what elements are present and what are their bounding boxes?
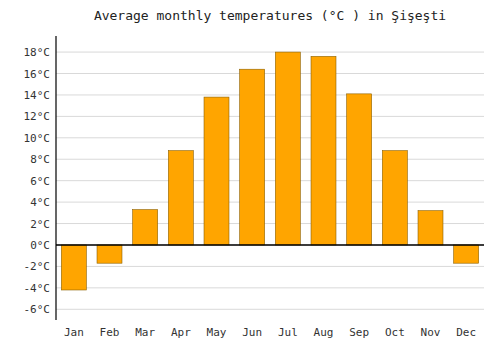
y-ticks: -6°C -4°C -2°C 0°C 2°C 4°C 6°C 8°C 10°C 12°C 14°C 1… <box>24 46 51 316</box>
bar <box>97 245 122 263</box>
x-tick-label: Jan <box>64 326 84 339</box>
y-tick-label: -4°C <box>24 282 51 295</box>
x-tick-label: Jul <box>278 326 298 339</box>
bars <box>61 52 478 290</box>
grid-line <box>56 244 484 245</box>
y-tick-label: 8°C <box>30 153 50 166</box>
x-tick-label: Sep <box>349 326 369 339</box>
y-tick-label: 0°C <box>30 239 50 252</box>
x-tick-label: Apr <box>171 326 191 339</box>
bar <box>204 97 229 245</box>
x-tick-label: Jun <box>242 326 262 339</box>
bar <box>418 211 443 245</box>
y-tick-label: 6°C <box>30 175 50 188</box>
x-tick-label: Nov <box>421 326 441 339</box>
zero-line <box>56 244 484 246</box>
bar <box>133 210 158 245</box>
grid-line <box>56 73 484 74</box>
y-tick-label: -2°C <box>24 260 51 273</box>
bar <box>61 245 86 290</box>
y-tick-label: 14°C <box>24 89 51 102</box>
y-tick-label: 18°C <box>24 46 51 59</box>
grid-line <box>56 116 484 117</box>
bar <box>168 151 193 245</box>
x-tick-label: Aug <box>314 326 334 339</box>
x-tick-label: Dec <box>456 326 476 339</box>
grid-line <box>56 159 484 160</box>
y-tick-label: 2°C <box>30 218 50 231</box>
bar <box>311 56 336 245</box>
grid <box>56 52 484 309</box>
x-tick-label: Oct <box>385 326 405 339</box>
grid-line <box>56 52 484 53</box>
chart-container: Average monthly temperatures (°C ) in Şi… <box>0 0 500 350</box>
y-tick-label: 4°C <box>30 196 50 209</box>
x-tick-label: Feb <box>100 326 120 339</box>
bar <box>240 69 265 245</box>
grid-line <box>56 94 484 95</box>
bar <box>454 245 479 263</box>
bar <box>382 151 407 245</box>
y-axis-line <box>55 36 56 320</box>
x-ticks: Jan Feb Mar Apr May Jun Jul Aug Sep Oct Nov Dec <box>64 326 476 339</box>
bar <box>347 94 372 245</box>
bar <box>275 52 300 245</box>
y-tick-label: 10°C <box>24 132 51 145</box>
title: Average monthly temperatures (°C ) in Şi… <box>94 8 446 23</box>
y-tick-label: 16°C <box>24 68 51 81</box>
grid-line <box>56 309 484 310</box>
chart-svg: Average monthly temperatures (°C ) in Şi… <box>0 0 500 350</box>
y-tick-label: 12°C <box>24 110 51 123</box>
grid-line <box>56 180 484 181</box>
y-tick-label: -6°C <box>24 303 51 316</box>
grid-line <box>56 202 484 203</box>
grid-line <box>56 287 484 288</box>
grid-line <box>56 266 484 267</box>
x-tick-label: Mar <box>135 326 155 339</box>
grid-line <box>56 137 484 138</box>
x-tick-label: May <box>207 326 227 339</box>
